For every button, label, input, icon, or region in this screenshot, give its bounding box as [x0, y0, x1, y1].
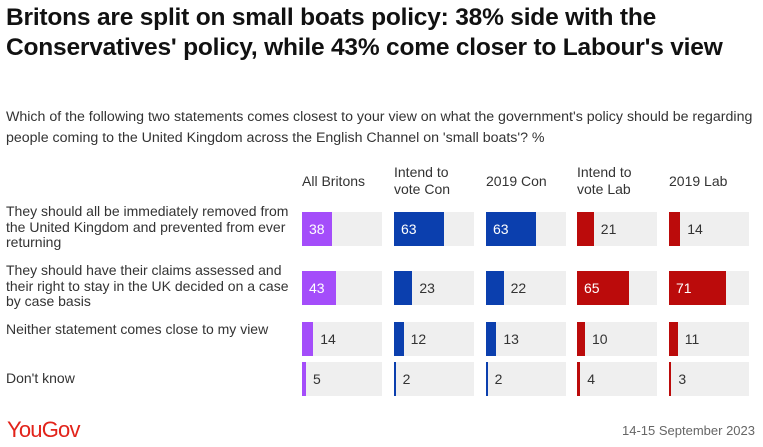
data-label: 11 [684, 331, 700, 347]
bar-track: 23 [394, 271, 474, 305]
bar-track: 38 [302, 212, 382, 246]
bar [302, 322, 314, 356]
column-header: 2019 Lab [669, 172, 728, 189]
bar [302, 271, 337, 305]
bar-track: 10 [577, 322, 657, 356]
bar-track: 11 [669, 322, 749, 356]
survey-date: 14-15 September 2023 [622, 423, 755, 438]
bar [577, 322, 585, 356]
bar [302, 212, 333, 246]
chart-title: Britons are split on small boats policy:… [6, 4, 723, 61]
bar-track: 3 [669, 362, 749, 396]
bar [577, 271, 629, 305]
bar [486, 322, 497, 356]
column-header: Intend to vote Con [394, 164, 451, 197]
bar-track: 2 [486, 362, 566, 396]
data-label: 23 [419, 280, 435, 296]
data-label: 38 [309, 221, 325, 237]
bar-track: 65 [577, 271, 657, 305]
bar-track: 14 [302, 322, 382, 356]
column-header: All Britons [302, 172, 366, 189]
bar-track: 63 [394, 212, 474, 246]
bar [669, 271, 726, 305]
row-label: They should have their claims assessed a… [6, 262, 289, 309]
data-label: 2 [494, 371, 503, 387]
bar-track: 13 [486, 322, 566, 356]
bar [669, 362, 672, 396]
bar [394, 362, 396, 396]
data-label: 4 [587, 371, 595, 387]
bar [486, 362, 488, 396]
data-label: 5 [313, 371, 321, 387]
data-label: 10 [592, 331, 608, 347]
bar-track: 71 [669, 271, 749, 305]
column-header: Intend to vote Lab [577, 164, 632, 197]
yougov-logo: YouGov [7, 417, 80, 442]
data-label: 3 [678, 371, 687, 387]
row-label: They should all be immediately removed f… [6, 203, 289, 250]
bar [486, 212, 537, 246]
chart-subtitle: Which of the following two statements co… [6, 109, 753, 146]
bar-track: 14 [669, 212, 749, 246]
data-label: 13 [503, 331, 519, 347]
data-label: 2 [402, 371, 411, 387]
bar-track: 4 [577, 362, 657, 396]
bar [669, 322, 678, 356]
data-label: 21 [600, 221, 617, 237]
bar [486, 271, 504, 305]
data-label: 12 [410, 331, 427, 347]
data-label: 63 [493, 221, 509, 237]
bar-track: 21 [577, 212, 657, 246]
bar [394, 212, 445, 246]
data-label: 65 [584, 280, 600, 296]
data-label: 14 [687, 221, 703, 237]
data-label: 43 [309, 280, 325, 296]
row-label: Neither statement comes close to my view [6, 321, 269, 337]
bar [394, 271, 413, 305]
row-label: Don't know [6, 370, 75, 386]
bar-track: 5 [302, 362, 382, 396]
data-label: 71 [676, 280, 692, 296]
bar-track: 63 [486, 212, 566, 246]
bar [577, 212, 594, 246]
bar-track: 2 [394, 362, 474, 396]
data-label: 14 [320, 331, 336, 347]
bar [394, 322, 404, 356]
bar-track: 12 [394, 322, 474, 356]
bar-track: 22 [486, 271, 566, 305]
bar [302, 362, 306, 396]
data-label: 22 [510, 280, 527, 296]
data-label: 63 [401, 221, 417, 237]
bar [669, 212, 681, 246]
bar-track: 43 [302, 271, 382, 305]
column-header: 2019 Con [486, 172, 547, 189]
bar [577, 362, 581, 396]
